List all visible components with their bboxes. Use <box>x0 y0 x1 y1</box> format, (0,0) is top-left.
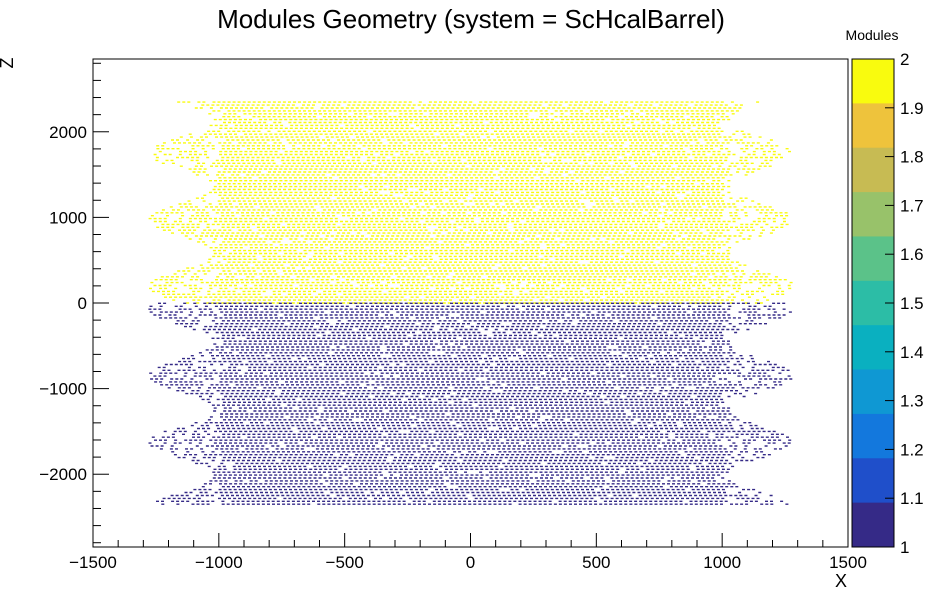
colorbar-segment <box>852 236 894 282</box>
x-axis: −1500 −1000 −500 0 500 1000 1500 <box>69 533 867 572</box>
x-tick-label: 500 <box>582 553 610 572</box>
colorbar-segment <box>852 413 894 459</box>
x-tick-label: −1000 <box>195 553 243 572</box>
colorbar-tick-label: 1.2 <box>900 440 924 459</box>
series-module-1 <box>148 302 793 505</box>
y-axis-title: Z <box>0 58 17 69</box>
y-tick-label: 2000 <box>49 123 87 142</box>
colorbar-segment <box>852 103 894 149</box>
colorbar-title: Modules <box>846 27 899 43</box>
y-tick-label: −1000 <box>39 380 87 399</box>
colorbar-tick-label: 1.7 <box>900 196 924 215</box>
colorbar-tick-label: 1.3 <box>900 392 924 411</box>
series-points-1 <box>148 302 793 505</box>
colorbar-segment <box>852 59 894 104</box>
x-axis-title: X <box>835 571 847 591</box>
y-tick-label: 1000 <box>49 208 87 227</box>
y-tick-label: 0 <box>78 294 87 313</box>
colorbar-tick-label: 1.6 <box>900 245 924 264</box>
colorbar-segment <box>852 369 894 415</box>
colorbar-segment <box>852 325 894 371</box>
colorbar-tick-label: 1.9 <box>900 99 924 118</box>
colorbar: 1 1.1 1.2 1.3 1.4 1.5 1.6 1.7 1.8 1.9 2 <box>851 50 924 557</box>
x-tick-label: 0 <box>466 553 475 572</box>
x-tick-label: −1500 <box>69 553 117 572</box>
colorbar-segment <box>852 192 894 237</box>
colorbar-tick-label: 1.1 <box>900 489 924 508</box>
x-tick-label: 1500 <box>829 553 867 572</box>
colorbar-segment <box>852 458 894 504</box>
colorbar-segment <box>852 147 894 193</box>
colorbar-tick-label: 1.4 <box>900 343 924 362</box>
colorbar-tick-label: 1.5 <box>900 294 924 313</box>
chart-title: Modules Geometry (system = ScHcalBarrel) <box>217 4 725 34</box>
y-axis: −2000 −1000 0 1000 2000 <box>39 62 109 544</box>
series-module-2 <box>148 101 793 304</box>
series-points-2 <box>148 101 793 304</box>
colorbar-tick-label: 1.8 <box>900 148 924 167</box>
colorbar-tick-label: 1 <box>900 538 909 557</box>
y-tick-label: −2000 <box>39 465 87 484</box>
x-tick-label: −500 <box>326 553 364 572</box>
scatter-points <box>148 101 793 505</box>
colorbar-segment <box>852 502 894 548</box>
colorbar-tick-label: 2 <box>900 50 909 69</box>
x-tick-label: 1000 <box>703 553 741 572</box>
